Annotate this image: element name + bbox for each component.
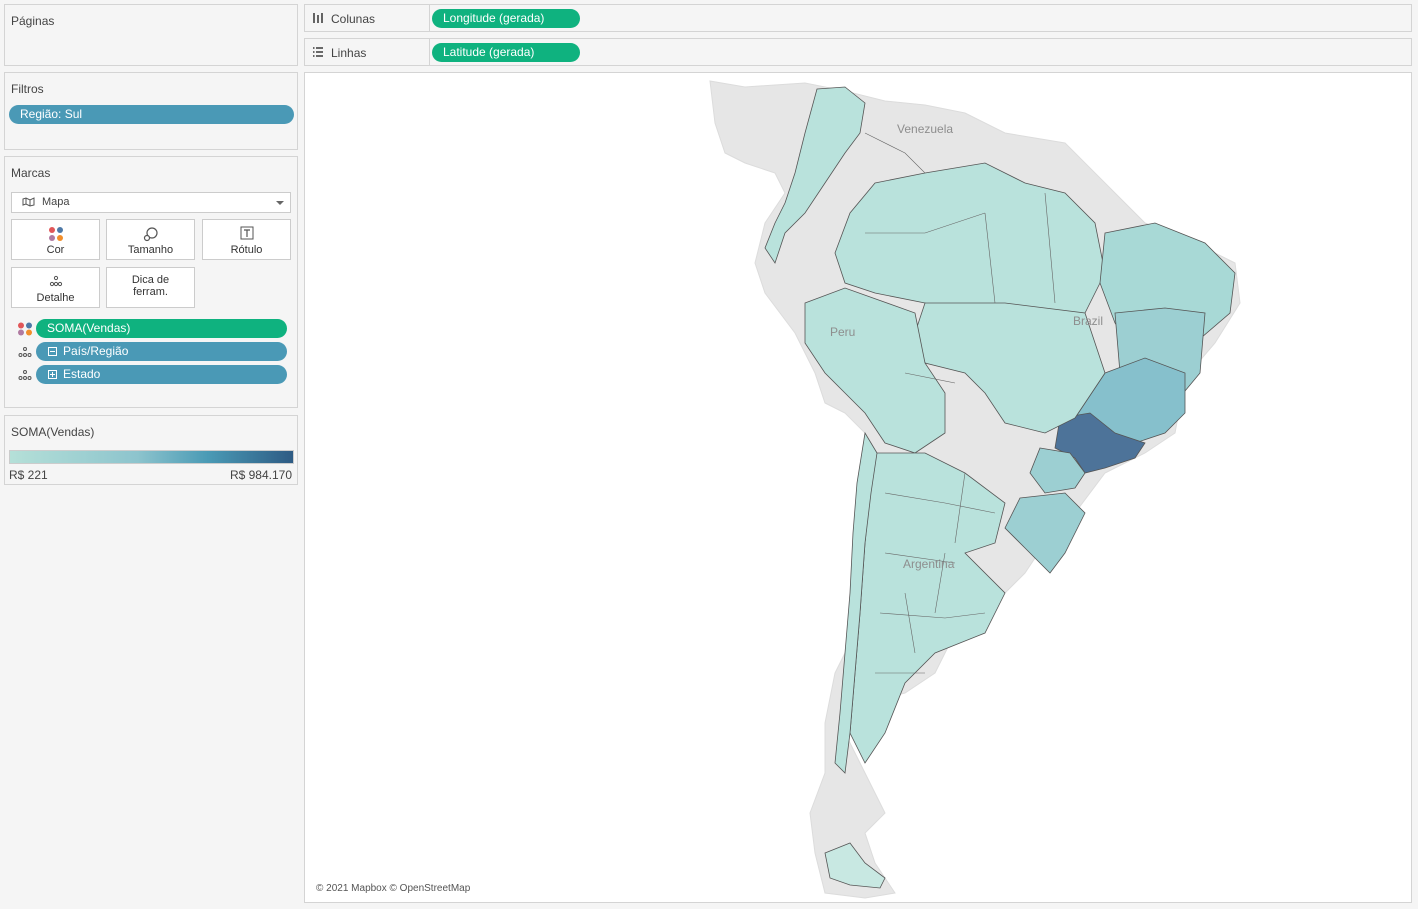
- mark-type-dropdown[interactable]: Mapa: [11, 192, 291, 213]
- rows-pill-latitude[interactable]: Latitude (gerada): [432, 43, 580, 62]
- rows-icon: [313, 47, 323, 57]
- size-button[interactable]: Tamanho: [106, 219, 195, 260]
- filters-card: Filtros Região: Sul: [4, 72, 298, 150]
- filter-pill-region[interactable]: Região: Sul: [9, 105, 294, 124]
- legend-min-label: R$ 221: [9, 468, 48, 482]
- label-button[interactable]: Rótulo: [202, 219, 291, 260]
- tooltip-button[interactable]: Dica de ferram.: [106, 267, 195, 308]
- country-label-brazil: Brazil: [1073, 314, 1103, 328]
- region-north-andes: [764, 86, 866, 264]
- tooltip-button-label: Dica de ferram.: [107, 274, 194, 298]
- legend-max-label: R$ 984.170: [229, 468, 292, 482]
- expand-icon[interactable]: [48, 370, 57, 379]
- filters-title: Filtros: [11, 82, 44, 96]
- columns-shelf[interactable]: Colunas Longitude (gerada): [304, 4, 1412, 32]
- detail-icon: [18, 370, 32, 380]
- legend-gradient-bar: [9, 450, 294, 464]
- mark-field-sales-sum[interactable]: SOMA(Vendas): [36, 319, 287, 338]
- rows-shelf-label: Linhas: [331, 46, 367, 60]
- color-icon: [48, 227, 63, 241]
- detail-icon: [49, 275, 62, 287]
- tooltip-label-line2: ferram.: [133, 286, 168, 298]
- shelf-divider: [429, 39, 430, 65]
- south-america-map[interactable]: Venezuela Brazil Peru Argentina: [305, 73, 1411, 902]
- state-borders: [864, 132, 1056, 674]
- map-icon: [22, 197, 35, 207]
- map-view[interactable]: Venezuela Brazil Peru Argentina © 2021 M…: [304, 72, 1412, 903]
- mark-type-label: Mapa: [42, 196, 70, 208]
- region-patagonia: [824, 842, 886, 889]
- color-button-label: Cor: [46, 244, 65, 256]
- marks-card: Marcas Mapa Cor Tamanho Rótulo: [4, 156, 298, 408]
- rows-shelf[interactable]: Linhas Latitude (gerada): [304, 38, 1412, 66]
- columns-pill-longitude[interactable]: Longitude (gerada): [432, 9, 580, 28]
- tooltip-label-line1: Dica de: [131, 274, 170, 286]
- collapse-icon[interactable]: [48, 347, 57, 356]
- region-argentina: [849, 452, 1006, 764]
- chevron-down-icon[interactable]: [276, 201, 284, 205]
- country-label-peru: Peru: [830, 325, 855, 339]
- detail-button[interactable]: Detalhe: [11, 267, 100, 308]
- mark-field-country-label: País/Região: [63, 344, 129, 358]
- map-attribution[interactable]: © 2021 Mapbox © OpenStreetMap: [316, 883, 471, 894]
- label-button-label: Rótulo: [230, 244, 263, 256]
- region-rio-grande-do-sul: [1004, 492, 1086, 574]
- color-legend: SOMA(Vendas) R$ 221 R$ 984.170: [4, 415, 298, 485]
- pages-card: Páginas: [4, 4, 298, 66]
- color-button[interactable]: Cor: [11, 219, 100, 260]
- columns-shelf-label: Colunas: [331, 12, 376, 26]
- text-label-icon: [240, 226, 253, 240]
- size-icon: [143, 227, 158, 242]
- country-label-argentina: Argentina: [903, 557, 955, 571]
- mark-field-state-label: Estado: [63, 367, 101, 381]
- mark-field-country[interactable]: País/Região: [36, 342, 287, 361]
- legend-title: SOMA(Vendas): [11, 425, 95, 439]
- columns-icon: [313, 13, 323, 23]
- detail-icon: [18, 347, 32, 357]
- size-button-label: Tamanho: [127, 244, 174, 256]
- region-parana: [1029, 447, 1086, 494]
- pages-title: Páginas: [11, 14, 55, 28]
- mark-field-state[interactable]: Estado: [36, 365, 287, 384]
- country-label-venezuela: Venezuela: [897, 122, 953, 136]
- marks-title: Marcas: [11, 166, 51, 180]
- detail-button-label: Detalhe: [36, 292, 75, 304]
- region-chile: [834, 431, 878, 774]
- shelf-divider: [429, 5, 430, 31]
- color-icon: [18, 322, 32, 336]
